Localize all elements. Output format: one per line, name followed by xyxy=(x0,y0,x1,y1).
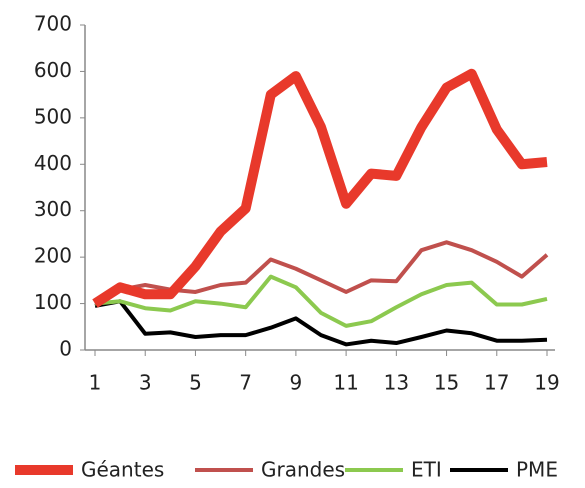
x-tick-label: 7 xyxy=(239,371,252,395)
legend-label: Géantes xyxy=(81,458,164,482)
y-tick-label: 300 xyxy=(34,197,72,221)
y-tick-label: 700 xyxy=(34,12,72,36)
x-tick-label: 9 xyxy=(290,371,303,395)
series-line xyxy=(94,299,548,347)
legend-label: Grandes xyxy=(261,458,345,482)
x-tick-label: 11 xyxy=(333,371,358,395)
x-tick-label: 13 xyxy=(384,371,409,395)
x-tick-label: 3 xyxy=(139,371,152,395)
legend-label: ETI xyxy=(411,458,442,482)
series-line xyxy=(92,68,548,308)
y-tick-label: 400 xyxy=(34,151,72,175)
x-tick-label: 19 xyxy=(534,371,559,395)
y-tick-label: 100 xyxy=(34,290,72,314)
x-tick-label: 5 xyxy=(189,371,202,395)
legend-label: PME xyxy=(516,458,558,482)
x-tick-label: 15 xyxy=(434,371,459,395)
x-tick-label: 1 xyxy=(89,371,102,395)
series-line xyxy=(94,274,548,328)
y-tick-label: 600 xyxy=(34,58,72,82)
x-tick-label: 17 xyxy=(484,371,509,395)
y-tick-label: 0 xyxy=(59,337,72,361)
y-tick-label: 500 xyxy=(34,104,72,128)
y-tick-label: 200 xyxy=(34,244,72,268)
